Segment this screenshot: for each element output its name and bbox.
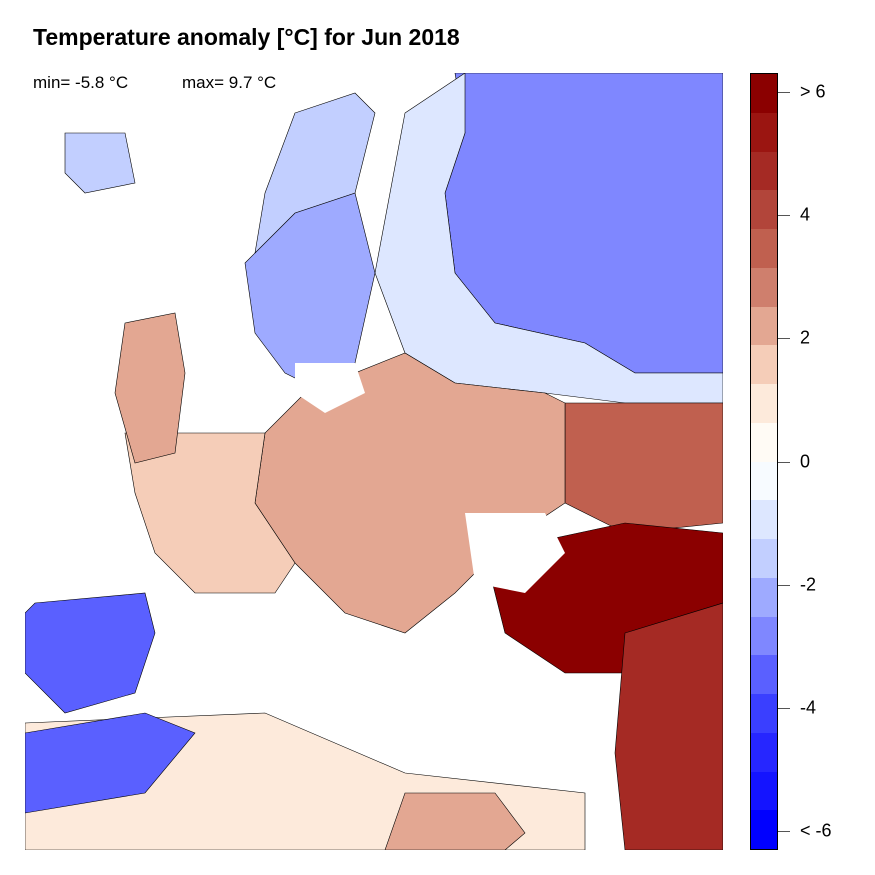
colorbar-bin: [751, 151, 777, 191]
colorbar-bin: [751, 267, 777, 307]
colorbar: [750, 73, 778, 850]
region-southern-russia: [564, 402, 723, 534]
colorbar-tick-label: 4: [800, 204, 811, 225]
colorbar-bin: [751, 810, 777, 849]
colorbar-bin: [751, 384, 777, 423]
min-label: min= -5.8 °C: [33, 73, 129, 93]
colorbar-tick: [778, 215, 790, 217]
region-british-isles: [114, 312, 186, 464]
region-north-africa-west: [25, 592, 156, 714]
colorbar-bin: [751, 732, 777, 772]
colorbar-tick-label: > 6: [800, 81, 826, 102]
colorbar-bin: [751, 306, 777, 346]
region-iberia: [254, 92, 376, 254]
colorbar-bin: [751, 500, 777, 539]
colorbar-tick: [778, 584, 790, 586]
colorbar-bin: [751, 539, 777, 578]
colorbar-tick-label: < -6: [800, 820, 832, 841]
colorbar-bin: [751, 112, 777, 152]
colorbar-bin: [751, 74, 777, 113]
region-libya-egypt: [614, 602, 723, 850]
colorbar-tick: [778, 830, 790, 832]
colorbar-bin: [751, 655, 777, 694]
colorbar-tick: [778, 92, 790, 94]
anomaly-map: [25, 73, 723, 850]
region-iceland: [64, 132, 136, 194]
colorbar-tick: [778, 338, 790, 340]
colorbar-bin: [751, 771, 777, 811]
colorbar-tick: [778, 461, 790, 463]
black-sea: [465, 513, 565, 593]
region-western-europe: [124, 432, 296, 594]
colorbar-bin: [751, 422, 777, 462]
colorbar-bin: [751, 345, 777, 384]
colorbar-bin: [751, 461, 777, 501]
colorbar-bin: [751, 694, 777, 733]
mediterranean-sea: [165, 613, 585, 773]
colorbar-tick-label: 2: [800, 327, 811, 348]
colorbar-tick-label: -2: [800, 574, 817, 595]
colorbar-tick-label: -4: [800, 697, 817, 718]
colorbar-tick: [778, 707, 790, 709]
colorbar-bin: [751, 616, 777, 656]
region-turkey: [384, 792, 526, 850]
colorbar-bin: [751, 577, 777, 617]
baltic-sea: [295, 363, 365, 413]
map-title: Temperature anomaly [°C] for Jun 2018: [33, 24, 460, 50]
region-north-africa-west: [25, 712, 196, 814]
max-label: max= 9.7 °C: [182, 73, 277, 93]
colorbar-bin: [751, 190, 777, 229]
colorbar-bin: [751, 229, 777, 268]
colorbar-tick-label: 0: [800, 451, 811, 471]
